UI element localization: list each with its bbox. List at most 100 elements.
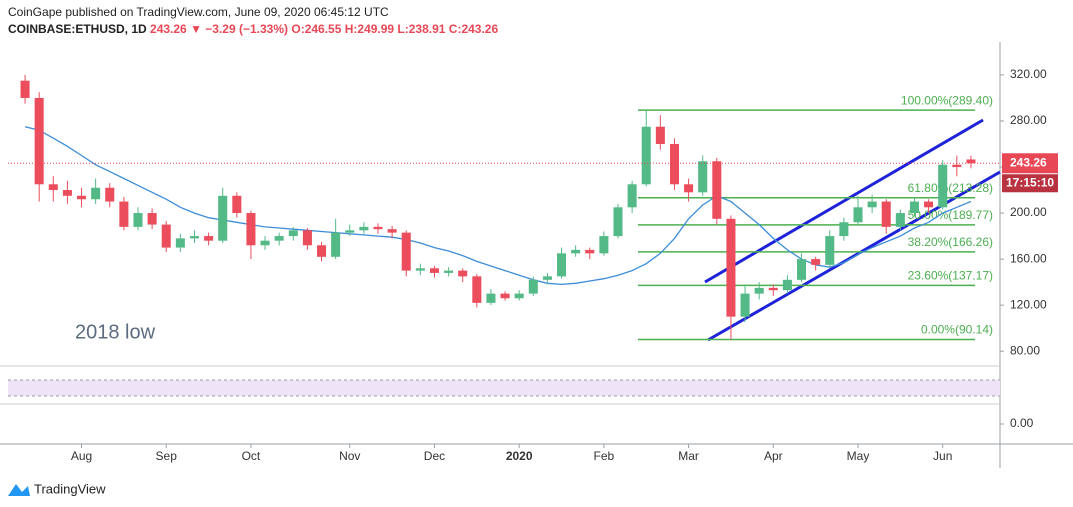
candle-body xyxy=(401,232,411,271)
x-tick-label: May xyxy=(847,449,870,463)
countdown-label: 17:15:10 xyxy=(1006,175,1054,189)
candle-body xyxy=(204,236,214,241)
candle-body xyxy=(895,213,905,227)
candle-body xyxy=(429,268,439,273)
candle-body xyxy=(909,201,919,214)
fib-label: 23.60%(137.17) xyxy=(908,269,993,283)
candle-body xyxy=(331,232,341,257)
candle-body xyxy=(189,236,199,239)
candle-body xyxy=(641,126,651,185)
y-tick-label: 280.00 xyxy=(1010,113,1047,127)
oscillator-tick-label: 0.00 xyxy=(1010,416,1034,430)
last-price-box xyxy=(1002,153,1058,174)
y-tick-label: 160.00 xyxy=(1010,251,1047,265)
candle-body xyxy=(938,164,948,208)
candle-body xyxy=(952,164,962,168)
candle-body xyxy=(924,201,934,208)
candle-body xyxy=(684,184,694,193)
candle-body xyxy=(557,253,567,277)
candle-body xyxy=(458,270,468,277)
candle-body xyxy=(782,279,792,291)
candle-body xyxy=(655,126,665,144)
candle-body xyxy=(175,238,185,248)
candle-body xyxy=(740,293,750,317)
candle-body xyxy=(91,187,101,200)
candle-body xyxy=(260,240,270,246)
candle-body xyxy=(302,230,312,246)
candle-body xyxy=(613,207,623,237)
candle-body xyxy=(288,230,298,237)
x-tick-label: Mar xyxy=(678,449,699,463)
candle-body xyxy=(825,236,835,265)
y-tick-label: 320.00 xyxy=(1010,67,1047,81)
candle-body xyxy=(542,276,552,280)
published-line: CoinGape published on TradingView.com, J… xyxy=(8,5,389,19)
candle-body xyxy=(444,270,454,273)
candle-body xyxy=(62,190,72,196)
candle-body xyxy=(373,226,383,230)
candle-body xyxy=(232,195,242,214)
candle-body xyxy=(147,213,157,225)
candle-body xyxy=(77,195,87,200)
candle-body xyxy=(345,230,355,233)
candle-body xyxy=(274,236,284,241)
candle-body xyxy=(881,201,891,227)
candle-body xyxy=(161,224,171,248)
candle-body xyxy=(966,159,976,164)
candle-body xyxy=(486,293,496,303)
candle-body xyxy=(105,187,115,202)
y-tick-label: 80.00 xyxy=(1010,343,1040,357)
fib-label: 38.20%(166.26) xyxy=(908,235,993,249)
candle-body xyxy=(768,287,778,291)
candle-body xyxy=(20,80,30,98)
symbol: COINBASE:ETHUSD, 1D xyxy=(8,22,147,36)
candle-body xyxy=(528,279,538,294)
x-tick-label: Feb xyxy=(594,449,615,463)
x-tick-label: Jun xyxy=(933,449,952,463)
candle-body xyxy=(34,97,44,185)
candle-body xyxy=(853,207,863,223)
last-price-label: 243.26 xyxy=(1010,155,1047,169)
fib-label: 61.80%(213.28) xyxy=(908,181,993,195)
countdown-box xyxy=(1002,174,1058,193)
candle-body xyxy=(514,293,524,299)
candle-body xyxy=(627,184,637,208)
candle-body xyxy=(48,184,58,191)
candle-body xyxy=(797,259,807,280)
candle-body xyxy=(387,229,397,233)
candle-body xyxy=(119,201,129,227)
x-tick-label: Sep xyxy=(156,449,178,463)
symbol-line: COINBASE:ETHUSD, 1D 243.26 ▼ −3.29 (−1.3… xyxy=(8,22,498,36)
candle-body xyxy=(754,287,764,294)
candle-body xyxy=(218,195,228,241)
x-tick-label: Apr xyxy=(764,449,783,463)
annotation: 2018 low xyxy=(75,321,156,343)
candle-body xyxy=(571,249,581,254)
candle-body xyxy=(415,268,425,271)
candle-body xyxy=(839,222,849,237)
y-tick-label: 120.00 xyxy=(1010,297,1047,311)
x-tick-label: Aug xyxy=(71,449,92,463)
footer-brand: TradingView xyxy=(34,481,106,496)
candle-body xyxy=(712,161,722,219)
y-tick-label: 200.00 xyxy=(1010,205,1047,219)
candle-body xyxy=(133,213,143,227)
candle-body xyxy=(359,226,369,231)
candle-body xyxy=(585,249,595,254)
candle-body xyxy=(599,236,609,254)
channel-upper xyxy=(704,118,984,284)
candle-body xyxy=(867,201,877,208)
logo xyxy=(8,484,30,496)
candle-body xyxy=(726,218,736,317)
change: 243.26 ▼ −3.29 (−1.33%) xyxy=(150,22,289,36)
channel-lower xyxy=(707,170,1001,342)
candle-body xyxy=(472,276,482,303)
fib-label: 0.00%(90.14) xyxy=(921,323,993,337)
x-tick-label: Dec xyxy=(424,449,445,463)
x-tick-label: Nov xyxy=(339,449,360,463)
rsi-band xyxy=(8,380,1000,396)
ohlc: O:246.55 H:249.99 L:238.91 C:243.26 xyxy=(291,22,499,36)
x-tick-label: 2020 xyxy=(506,449,533,463)
